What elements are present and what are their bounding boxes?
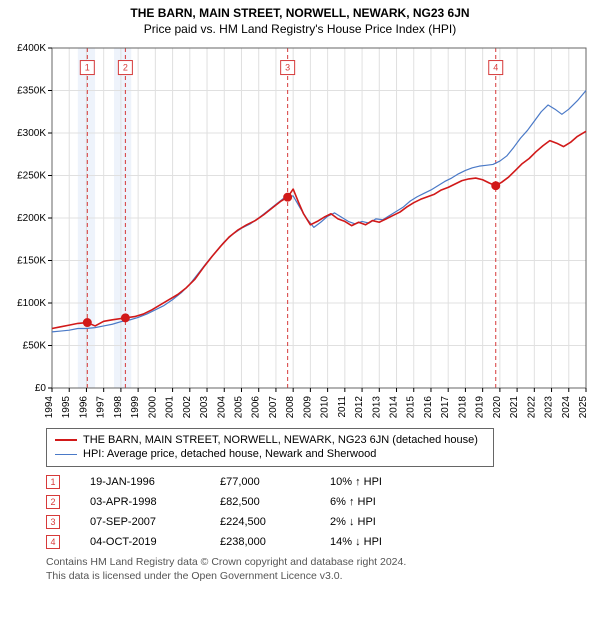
event-marker: 4 [46,535,60,549]
svg-text:2017: 2017 [440,396,451,419]
svg-text:2021: 2021 [509,396,520,419]
event-date: 19-JAN-1996 [90,476,220,488]
legend-row: THE BARN, MAIN STREET, NORWELL, NEWARK, … [55,433,485,447]
event-row: 3 07-SEP-2007£224,5002% ↓ HPI [46,515,592,529]
svg-text:£100K: £100K [17,298,46,309]
svg-text:£150K: £150K [17,256,46,267]
svg-text:£250K: £250K [17,171,46,182]
event-date: 07-SEP-2007 [90,516,220,528]
svg-text:£200K: £200K [17,213,46,224]
event-pct: 14% ↓ HPI [330,536,440,548]
svg-text:4: 4 [493,63,498,73]
chart-title: THE BARN, MAIN STREET, NORWELL, NEWARK, … [8,6,592,20]
svg-text:2020: 2020 [492,396,503,419]
svg-text:2012: 2012 [354,396,365,419]
svg-text:2025: 2025 [578,396,589,419]
svg-text:2016: 2016 [423,396,434,419]
svg-text:2003: 2003 [199,396,210,419]
svg-text:2022: 2022 [526,396,537,419]
svg-text:1996: 1996 [78,396,89,419]
svg-text:£300K: £300K [17,128,46,139]
event-row: 4 04-OCT-2019£238,00014% ↓ HPI [46,535,592,549]
svg-text:2007: 2007 [268,396,279,419]
svg-text:£400K: £400K [17,43,46,54]
svg-text:£350K: £350K [17,86,46,97]
event-pct: 6% ↑ HPI [330,496,440,508]
svg-text:2013: 2013 [371,396,382,419]
event-price: £77,000 [220,476,330,488]
legend: THE BARN, MAIN STREET, NORWELL, NEWARK, … [46,428,494,467]
event-row: 1 19-JAN-1996£77,00010% ↑ HPI [46,475,592,489]
svg-text:2: 2 [123,63,128,73]
event-row: 2 03-APR-1998£82,5006% ↑ HPI [46,495,592,509]
legend-label-1: THE BARN, MAIN STREET, NORWELL, NEWARK, … [83,433,478,447]
svg-text:2014: 2014 [389,396,400,419]
event-date: 04-OCT-2019 [90,536,220,548]
svg-text:2011: 2011 [337,396,348,418]
svg-text:2005: 2005 [233,396,244,419]
chart-svg: £0 £50K £100K £150K £200K £250K £300K £350K £400… [8,42,592,422]
svg-text:2023: 2023 [544,396,555,419]
svg-text:2010: 2010 [320,396,331,419]
event-price: £224,500 [220,516,330,528]
events-table: 1 19-JAN-1996£77,00010% ↑ HPI 2 03-APR-1998… [46,475,592,549]
svg-text:2008: 2008 [285,396,296,419]
legend-label-2: HPI: Average price, detached house, Newa… [83,447,376,461]
svg-text:2001: 2001 [165,396,176,419]
footer-line2: This data is licensed under the Open Gov… [46,569,592,583]
svg-text:1999: 1999 [130,396,141,419]
svg-text:2000: 2000 [147,396,158,419]
svg-text:2002: 2002 [182,396,193,419]
event-price: £82,500 [220,496,330,508]
footer-attribution: Contains HM Land Registry data © Crown c… [46,555,592,583]
svg-text:2004: 2004 [216,396,227,419]
svg-text:1998: 1998 [113,396,124,419]
event-pct: 10% ↑ HPI [330,476,440,488]
svg-text:£0: £0 [35,383,47,394]
chart-area: £0 £50K £100K £150K £200K £250K £300K £350K £400… [8,42,592,422]
svg-text:2018: 2018 [457,396,468,419]
svg-text:2024: 2024 [561,396,572,419]
svg-text:1: 1 [85,63,90,73]
svg-text:2019: 2019 [475,396,486,419]
svg-text:1997: 1997 [96,396,107,419]
svg-text:1994: 1994 [44,396,55,419]
event-marker: 1 [46,475,60,489]
svg-text:1995: 1995 [61,396,72,419]
chart-subtitle: Price paid vs. HM Land Registry's House … [8,22,592,36]
legend-swatch-2 [55,454,77,455]
event-marker: 3 [46,515,60,529]
event-marker: 2 [46,495,60,509]
svg-text:2006: 2006 [251,396,262,419]
event-date: 03-APR-1998 [90,496,220,508]
event-pct: 2% ↓ HPI [330,516,440,528]
svg-text:£50K: £50K [23,341,47,352]
legend-swatch-1 [55,439,77,441]
event-price: £238,000 [220,536,330,548]
svg-text:2009: 2009 [302,396,313,419]
svg-text:2015: 2015 [406,396,417,419]
svg-text:3: 3 [285,63,290,73]
footer-line1: Contains HM Land Registry data © Crown c… [46,555,592,569]
legend-row: HPI: Average price, detached house, Newa… [55,447,485,461]
